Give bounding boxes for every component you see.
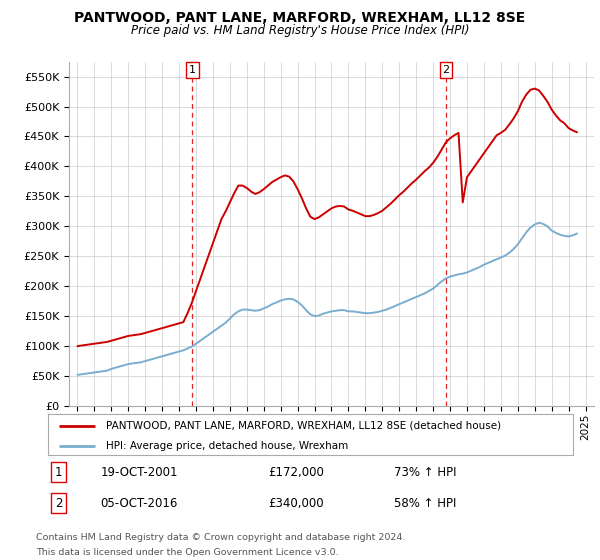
Text: £172,000: £172,000	[269, 465, 325, 479]
Text: PANTWOOD, PANT LANE, MARFORD, WREXHAM, LL12 8SE (detached house): PANTWOOD, PANT LANE, MARFORD, WREXHAM, L…	[106, 421, 501, 431]
FancyBboxPatch shape	[48, 414, 573, 455]
Text: 73% ↑ HPI: 73% ↑ HPI	[395, 465, 457, 479]
Text: 2: 2	[55, 497, 62, 510]
Text: Contains HM Land Registry data © Crown copyright and database right 2024.: Contains HM Land Registry data © Crown c…	[36, 533, 406, 542]
Text: 05-OCT-2016: 05-OCT-2016	[101, 497, 178, 510]
Text: 2: 2	[442, 65, 449, 75]
Text: 1: 1	[55, 465, 62, 479]
Text: PANTWOOD, PANT LANE, MARFORD, WREXHAM, LL12 8SE: PANTWOOD, PANT LANE, MARFORD, WREXHAM, L…	[74, 11, 526, 25]
Text: This data is licensed under the Open Government Licence v3.0.: This data is licensed under the Open Gov…	[36, 548, 338, 557]
Text: Price paid vs. HM Land Registry's House Price Index (HPI): Price paid vs. HM Land Registry's House …	[131, 24, 469, 36]
Text: 1: 1	[189, 65, 196, 75]
Text: HPI: Average price, detached house, Wrexham: HPI: Average price, detached house, Wrex…	[106, 441, 348, 451]
Text: £340,000: £340,000	[269, 497, 324, 510]
Text: 58% ↑ HPI: 58% ↑ HPI	[395, 497, 457, 510]
Text: 19-OCT-2001: 19-OCT-2001	[101, 465, 178, 479]
